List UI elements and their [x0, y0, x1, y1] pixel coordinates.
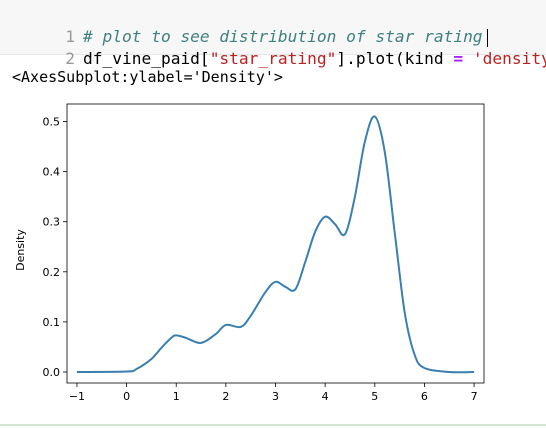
x-tick-label: 1	[173, 390, 180, 403]
density-plot: −1 0 1 2 3 4 5 6 7 0.0 0.1 0.2 0.3 0.4 0.5 Density	[14, 103, 485, 403]
code-token-middle: ].plot(kind	[336, 49, 454, 68]
code-token-prefix: df_vine_paid[	[82, 49, 210, 68]
y-tick-label: 0.5	[43, 116, 61, 129]
x-tick-label: 3	[272, 390, 279, 403]
axes-frame	[66, 103, 485, 384]
code-string-kind: 'density'	[472, 49, 546, 68]
code-comment: # plot to see distribution of star ratin…	[82, 27, 483, 46]
y-tick-label: 0.3	[43, 216, 61, 229]
y-ticks: 0.0 0.1 0.2 0.3 0.4 0.5	[43, 116, 67, 379]
x-tick-label: 2	[222, 390, 229, 403]
cell-divider	[0, 424, 546, 426]
y-tick-label: 0.1	[43, 316, 61, 329]
x-tick-label: 5	[371, 390, 378, 403]
code-token-space	[463, 49, 473, 68]
code-operator: =	[453, 49, 464, 68]
x-tick-label: −1	[69, 390, 85, 403]
code-line-2[interactable]: 2 df_vine_paid["star_rating"].plot(kind =…	[0, 26, 546, 68]
code-cell[interactable]: 1 # plot to see distribution of star rati…	[0, 0, 546, 68]
y-tick-label: 0.4	[43, 166, 61, 179]
line-number: 2	[65, 49, 75, 68]
x-ticks: −1 0 1 2 3 4 5 6 7	[69, 383, 478, 403]
x-tick-label: 4	[322, 390, 329, 403]
x-tick-label: 0	[123, 390, 130, 403]
density-curve	[76, 115, 475, 374]
cell-output-text: <AxesSubplot:ylabel='Density'>	[12, 68, 283, 86]
y-tick-label: 0.0	[43, 366, 61, 379]
text-cursor	[486, 28, 488, 47]
y-tick-label: 0.2	[43, 266, 61, 279]
line-number: 1	[65, 27, 75, 46]
x-tick-label: 7	[471, 390, 478, 403]
y-axis-label: Density	[14, 229, 27, 271]
code-line-1[interactable]: 1 # plot to see distribution of star rati…	[0, 4, 488, 47]
code-string-column: "star_rating"	[209, 49, 337, 68]
x-tick-label: 6	[421, 390, 428, 403]
